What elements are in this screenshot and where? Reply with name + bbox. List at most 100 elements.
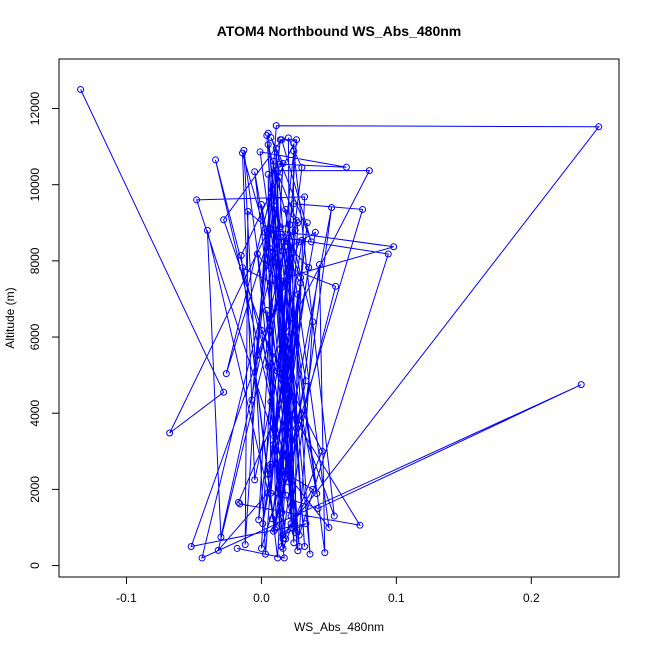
data-point xyxy=(271,425,279,433)
data-point xyxy=(220,216,228,224)
data-point xyxy=(311,228,319,236)
data-point xyxy=(286,221,294,229)
data-point xyxy=(284,134,292,142)
data-point xyxy=(248,396,256,404)
data-point xyxy=(279,544,287,552)
data-point xyxy=(287,512,295,520)
data-point xyxy=(274,489,282,497)
data-point xyxy=(287,255,295,263)
data-point xyxy=(276,233,284,241)
plot-frame xyxy=(58,58,620,578)
data-point xyxy=(263,306,271,314)
data-point xyxy=(278,543,286,551)
y-tick-label: 2000 xyxy=(28,476,42,503)
data-point xyxy=(267,489,275,497)
data-point xyxy=(271,249,279,257)
data-point xyxy=(266,259,274,267)
data-point xyxy=(313,490,321,498)
data-point xyxy=(274,554,282,562)
axes-layer: -0.1 0.0 0.1 0.2 0 2000 4000 6000 8000 10000 12000 xyxy=(28,92,540,605)
data-point xyxy=(239,149,247,157)
data-point xyxy=(279,449,287,457)
data-point xyxy=(279,159,287,167)
data-point xyxy=(257,544,265,552)
data-point xyxy=(284,333,292,341)
data-point xyxy=(267,133,275,141)
data-point xyxy=(261,550,269,558)
y-axis-label: Altitude (m) xyxy=(3,287,17,348)
y-tick-label: 6000 xyxy=(28,323,42,350)
data-point xyxy=(298,164,306,172)
data-point xyxy=(287,523,295,531)
x-tick-label: -0.1 xyxy=(116,591,137,605)
data-point xyxy=(292,424,300,432)
data-point xyxy=(274,276,282,284)
data-point xyxy=(290,539,298,547)
data-point xyxy=(291,528,299,536)
data-point xyxy=(359,205,367,213)
data-point xyxy=(253,351,261,359)
data-point xyxy=(264,488,272,496)
data-point xyxy=(291,226,299,234)
data-point xyxy=(290,200,298,208)
data-point xyxy=(278,508,286,516)
data-point xyxy=(287,520,295,528)
data-point xyxy=(272,167,280,175)
data-point xyxy=(284,384,292,392)
data-point xyxy=(237,252,245,260)
data-point xyxy=(278,284,286,292)
data-point xyxy=(295,543,303,551)
data-point xyxy=(282,535,290,543)
data-point xyxy=(166,429,174,437)
data-point xyxy=(282,234,290,242)
data-point xyxy=(283,402,291,410)
data-point xyxy=(282,491,290,499)
data-point xyxy=(270,202,278,210)
data-point xyxy=(233,544,241,552)
data-point xyxy=(301,543,309,551)
data-point xyxy=(272,145,280,153)
data-point xyxy=(193,196,201,204)
data-point xyxy=(268,186,276,194)
data-point xyxy=(302,520,310,528)
data-point xyxy=(365,167,373,175)
y-tick-label: 8000 xyxy=(28,247,42,274)
data-point xyxy=(280,238,288,246)
data-point xyxy=(294,290,302,298)
data-point xyxy=(356,521,364,529)
data-point xyxy=(203,226,211,234)
data-point xyxy=(315,261,323,269)
data-point xyxy=(284,478,292,486)
data-point xyxy=(222,370,230,378)
data-point xyxy=(274,233,282,241)
data-point xyxy=(261,229,269,237)
data-point xyxy=(234,498,242,506)
data-point xyxy=(271,433,279,441)
data-point xyxy=(318,447,326,455)
data-point xyxy=(282,205,290,213)
data-point xyxy=(278,136,286,144)
x-axis-label: WS_Abs_480nm xyxy=(294,620,384,634)
series-line xyxy=(80,89,600,559)
data-point xyxy=(264,362,272,370)
data-point xyxy=(279,535,287,543)
data-point xyxy=(303,219,311,227)
data-point xyxy=(321,549,329,557)
y-tick-label: 0 xyxy=(28,562,42,569)
data-layer xyxy=(77,85,603,562)
data-point xyxy=(270,441,278,449)
data-point xyxy=(257,200,265,208)
data-point xyxy=(272,122,280,130)
data-point xyxy=(279,247,287,255)
data-point xyxy=(263,132,271,140)
data-point xyxy=(297,274,305,282)
data-point xyxy=(275,173,283,181)
x-tick-label: 0.0 xyxy=(253,591,270,605)
data-point xyxy=(274,303,282,311)
chart-title: ATOM4 Northbound WS_Abs_480nm xyxy=(217,23,462,39)
data-point xyxy=(272,459,280,467)
data-point xyxy=(264,170,272,178)
data-point xyxy=(198,554,206,562)
data-point xyxy=(328,204,336,212)
data-point xyxy=(287,356,295,364)
